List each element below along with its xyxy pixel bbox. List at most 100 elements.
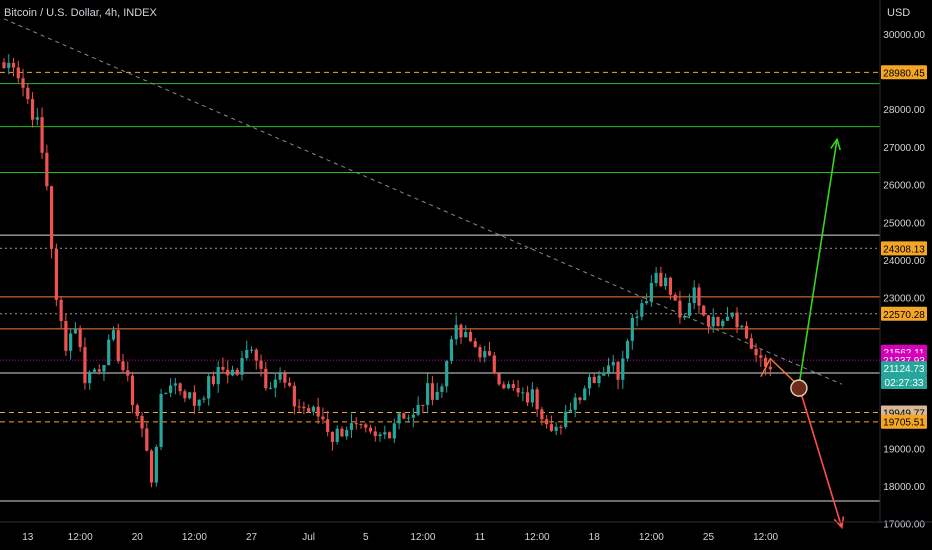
candle-body bbox=[364, 424, 368, 428]
candle-body bbox=[59, 299, 63, 322]
candle-body bbox=[64, 321, 68, 351]
candle-body bbox=[440, 386, 444, 392]
candle-body bbox=[426, 383, 430, 405]
candle-body bbox=[649, 282, 653, 302]
bull-projection-arrow bbox=[798, 139, 838, 387]
price-tag-label: 19705.51 bbox=[883, 418, 925, 429]
price-tick-label: 30000.00 bbox=[883, 30, 925, 41]
candle-body bbox=[430, 383, 434, 400]
candle-body bbox=[88, 371, 92, 384]
price-tick-label: 19000.00 bbox=[883, 444, 925, 455]
candle-body bbox=[368, 427, 373, 432]
candle-body bbox=[668, 277, 672, 295]
candle-body bbox=[483, 351, 487, 358]
candle-body bbox=[121, 361, 125, 371]
candle-body bbox=[2, 62, 6, 68]
candle-body bbox=[321, 416, 325, 420]
candle-body bbox=[459, 324, 463, 338]
price-tick-label: 28000.00 bbox=[883, 105, 925, 116]
candle-body bbox=[45, 152, 49, 187]
candle-body bbox=[721, 320, 725, 327]
candle-body bbox=[211, 376, 216, 385]
candle-body bbox=[345, 430, 349, 437]
candle-body bbox=[549, 424, 553, 431]
candle-body bbox=[711, 316, 715, 327]
candle-body bbox=[526, 392, 530, 403]
candle-body bbox=[268, 387, 273, 389]
candle-body bbox=[587, 376, 592, 389]
candle-body bbox=[716, 316, 720, 327]
candle-body bbox=[159, 393, 163, 447]
candle-body bbox=[297, 406, 301, 408]
candle-body bbox=[678, 300, 682, 318]
candle-body bbox=[730, 312, 734, 317]
candle-body bbox=[11, 62, 16, 68]
candle-body bbox=[326, 419, 330, 433]
candle-body bbox=[749, 338, 753, 349]
candle-body bbox=[378, 434, 382, 437]
candle-body bbox=[421, 404, 425, 406]
candle-body bbox=[606, 365, 611, 373]
time-tick-label: Jul bbox=[302, 532, 315, 543]
candle-body bbox=[330, 432, 335, 442]
candle-body bbox=[621, 358, 625, 380]
candle-body bbox=[335, 428, 339, 442]
candle-body bbox=[640, 303, 644, 317]
chart-title: Bitcoin / U.S. Dollar, 4h, INDEX bbox=[4, 7, 157, 19]
candle-body bbox=[216, 366, 220, 385]
candle-body bbox=[411, 414, 415, 418]
candle-body bbox=[564, 411, 568, 427]
candle-body bbox=[178, 383, 182, 392]
candle-body bbox=[578, 397, 582, 401]
time-tick-label: 12:00 bbox=[525, 532, 550, 543]
candle-body bbox=[568, 409, 573, 412]
candle-body bbox=[645, 301, 649, 304]
candle-body bbox=[35, 117, 39, 120]
candle-body bbox=[149, 450, 154, 483]
time-tick-label: 12:00 bbox=[639, 532, 664, 543]
candle-body bbox=[273, 379, 277, 388]
candle-body bbox=[692, 287, 696, 303]
candle-body bbox=[30, 99, 35, 120]
candle-body bbox=[140, 415, 144, 429]
time-tick-label: 18 bbox=[589, 532, 601, 543]
price-tag-label: 22570.28 bbox=[883, 310, 925, 321]
price-tick-label: 25000.00 bbox=[883, 218, 925, 229]
candle-body bbox=[530, 389, 534, 403]
candle-body bbox=[511, 384, 515, 389]
price-tick-label: 17000.00 bbox=[883, 520, 925, 531]
candle-body bbox=[478, 347, 482, 358]
currency-label: USD bbox=[887, 7, 911, 19]
candle-body bbox=[673, 294, 677, 301]
candle-body bbox=[487, 351, 492, 356]
candle-body bbox=[78, 328, 82, 348]
candle-body bbox=[502, 384, 506, 389]
candle-body bbox=[383, 432, 387, 435]
price-tag bbox=[881, 241, 927, 256]
candle-body bbox=[26, 87, 30, 100]
candle-body bbox=[635, 316, 639, 318]
candle-body bbox=[126, 370, 130, 376]
time-axis: 13 12:00 20 12:00 27 Jul 5 12:00 11 12:00 18 12:00 2… bbox=[0, 521, 932, 543]
candle-body bbox=[354, 423, 358, 425]
candle-body bbox=[283, 373, 287, 383]
candle-body bbox=[207, 376, 211, 399]
candle-body bbox=[50, 186, 54, 249]
candle-body bbox=[197, 399, 201, 406]
candle-body bbox=[111, 330, 116, 340]
candle-body bbox=[468, 332, 473, 342]
candle-body bbox=[540, 409, 544, 420]
price-tag-label: 02:27:33 bbox=[885, 378, 924, 389]
candle-body bbox=[359, 423, 363, 425]
price-tag bbox=[881, 414, 927, 429]
price-tag-label: 24308.13 bbox=[883, 244, 925, 255]
candle-body bbox=[154, 446, 158, 483]
candle-body bbox=[445, 360, 449, 387]
candle-body bbox=[340, 428, 344, 437]
candle-body bbox=[192, 392, 196, 406]
candle-body bbox=[573, 397, 577, 410]
pivot-marker bbox=[790, 379, 808, 397]
candle-body bbox=[625, 340, 630, 359]
